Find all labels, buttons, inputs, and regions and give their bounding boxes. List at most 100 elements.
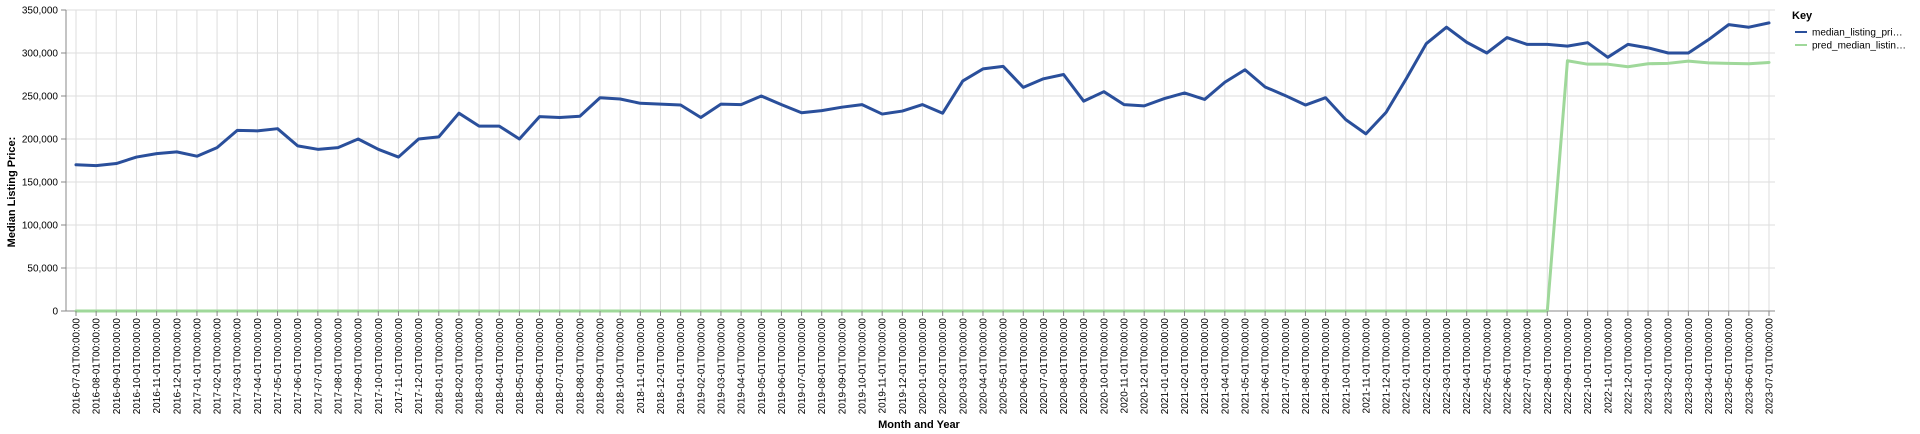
gridlines: [66, 9, 1775, 312]
x-tick-label: 2019-11-01T00:00:00: [878, 318, 889, 414]
x-tick-label: 2019-06-01T00:00:00: [777, 318, 788, 415]
x-tick-label: 2020-12-01T00:00:00: [1140, 318, 1151, 415]
x-tick-label: 2018-02-01T00:00:00: [454, 318, 465, 415]
legend: Key median_listing_pri… pred_median_listi…: [1792, 10, 1906, 52]
x-tick-label: 2023-02-01T00:00:00: [1664, 318, 1675, 415]
x-tick-label: 2022-10-01T00:00:00: [1583, 318, 1594, 415]
x-tick-label: 2016-11-01T00:00:00: [152, 318, 163, 414]
x-tick-label: 2022-04-01T00:00:00: [1462, 318, 1473, 415]
x-tick-label: 2018-09-01T00:00:00: [596, 318, 607, 415]
x-tick-label: 2022-09-01T00:00:00: [1563, 318, 1574, 415]
x-tick-label: 2022-02-01T00:00:00: [1422, 318, 1433, 415]
x-tick-label: 2021-08-01T00:00:00: [1301, 318, 1312, 415]
x-axis-ticks: 2016-07-01T00:00:00 2016-08-01T00:00:00 20…: [72, 311, 1776, 414]
axes: [65, 10, 1775, 312]
y-tick-label: 200,000: [22, 135, 59, 146]
x-tick-label: 2017-08-01T00:00:00: [334, 318, 345, 415]
x-tick-label: 2022-01-01T00:00:00: [1402, 318, 1413, 415]
x-tick-label: 2022-07-01T00:00:00: [1523, 318, 1534, 415]
x-tick-label: 2018-11-01T00:00:00: [636, 318, 647, 414]
x-tick-label: 2022-05-01T00:00:00: [1482, 318, 1493, 415]
x-tick-label: 2017-05-01T00:00:00: [273, 318, 284, 415]
x-tick-label: 2021-12-01T00:00:00: [1382, 318, 1393, 415]
x-tick-label: 2022-03-01T00:00:00: [1442, 318, 1453, 415]
x-tick-label: 2019-03-01T00:00:00: [716, 318, 727, 415]
x-tick-label: 2017-06-01T00:00:00: [293, 318, 304, 415]
x-tick-label: 2021-10-01T00:00:00: [1341, 318, 1352, 415]
x-tick-label: 2019-09-01T00:00:00: [837, 318, 848, 415]
x-tick-label: 2021-06-01T00:00:00: [1261, 318, 1272, 415]
x-tick-label: 2018-06-01T00:00:00: [535, 318, 546, 415]
x-tick-label: 2017-10-01T00:00:00: [374, 318, 385, 415]
y-tick-label: 300,000: [22, 49, 59, 60]
x-tick-label: 2020-06-01T00:00:00: [1019, 318, 1030, 415]
x-tick-label: 2017-11-01T00:00:00: [394, 318, 405, 414]
x-tick-label: 2018-07-01T00:00:00: [555, 318, 566, 415]
x-tick-label: 2017-12-01T00:00:00: [414, 318, 425, 415]
x-axis-title: Month and Year: [878, 419, 960, 431]
x-tick-label: 2016-07-01T00:00:00: [72, 318, 83, 415]
x-tick-label: 2023-05-01T00:00:00: [1724, 318, 1735, 415]
x-tick-label: 2022-11-01T00:00:00: [1603, 318, 1614, 414]
x-tick-label: 2022-06-01T00:00:00: [1502, 318, 1513, 415]
x-tick-label: 2020-01-01T00:00:00: [918, 318, 929, 415]
x-tick-label: 2018-10-01T00:00:00: [616, 318, 627, 415]
x-tick-label: 2019-01-01T00:00:00: [676, 318, 687, 415]
x-tick-label: 2020-10-01T00:00:00: [1099, 318, 1110, 415]
x-tick-label: 2018-08-01T00:00:00: [575, 318, 586, 415]
x-tick-label: 2018-04-01T00:00:00: [495, 318, 506, 415]
x-tick-label: 2017-03-01T00:00:00: [233, 318, 244, 415]
x-tick-label: 2018-12-01T00:00:00: [656, 318, 667, 415]
y-tick-label: 0: [52, 307, 58, 318]
x-tick-label: 2017-01-01T00:00:00: [192, 318, 203, 415]
y-axis-ticks: 0 50,000 100,000 150,000 200,000 250,000 300,0…: [22, 6, 66, 318]
x-tick-label: 2023-07-01T00:00:00: [1765, 318, 1776, 415]
legend-title: Key: [1792, 10, 1813, 22]
x-tick-label: 2016-10-01T00:00:00: [132, 318, 143, 415]
y-tick-label: 50,000: [27, 264, 58, 275]
legend-label: median_listing_pri…: [1812, 28, 1903, 39]
x-tick-label: 2019-05-01T00:00:00: [757, 318, 768, 415]
x-tick-label: 2023-01-01T00:00:00: [1644, 318, 1655, 415]
x-tick-label: 2018-03-01T00:00:00: [475, 318, 486, 415]
x-tick-label: 2017-09-01T00:00:00: [354, 318, 365, 415]
x-tick-label: 2020-08-01T00:00:00: [1059, 318, 1070, 415]
x-tick-label: 2016-12-01T00:00:00: [172, 318, 183, 415]
x-tick-label: 2021-07-01T00:00:00: [1281, 318, 1292, 415]
x-tick-label: 2020-03-01T00:00:00: [958, 318, 969, 415]
y-tick-label: 100,000: [22, 221, 59, 232]
x-tick-label: 2020-11-01T00:00:00: [1120, 318, 1131, 414]
x-tick-label: 2020-02-01T00:00:00: [938, 318, 949, 415]
legend-label: pred_median_listin…: [1812, 41, 1906, 52]
x-tick-label: 2018-05-01T00:00:00: [515, 318, 526, 415]
x-tick-label: 2020-09-01T00:00:00: [1079, 318, 1090, 415]
x-tick-label: 2019-04-01T00:00:00: [737, 318, 748, 415]
x-tick-label: 2023-04-01T00:00:00: [1704, 318, 1715, 415]
x-tick-label: 2020-07-01T00:00:00: [1039, 318, 1050, 415]
x-tick-label: 2021-09-01T00:00:00: [1321, 318, 1332, 415]
x-tick-label: 2021-04-01T00:00:00: [1220, 318, 1231, 415]
x-tick-label: 2021-02-01T00:00:00: [1180, 318, 1191, 415]
series-line-0: [74, 21, 1771, 168]
x-tick-label: 2020-05-01T00:00:00: [999, 318, 1010, 415]
x-tick-label: 2017-07-01T00:00:00: [313, 318, 324, 415]
x-tick-label: 2021-03-01T00:00:00: [1200, 318, 1211, 415]
y-axis-title: Median Listing Price:: [6, 137, 18, 248]
x-tick-label: 2021-11-01T00:00:00: [1361, 318, 1372, 414]
y-tick-label: 250,000: [22, 92, 59, 103]
y-tick-label: 150,000: [22, 178, 59, 189]
x-tick-label: 2022-12-01T00:00:00: [1623, 318, 1634, 415]
x-tick-label: 2019-10-01T00:00:00: [858, 318, 869, 415]
x-tick-label: 2023-06-01T00:00:00: [1744, 318, 1755, 415]
x-tick-label: 2020-04-01T00:00:00: [978, 318, 989, 415]
x-tick-label: 2021-01-01T00:00:00: [1160, 318, 1171, 415]
y-tick-label: 350,000: [22, 6, 59, 17]
x-tick-label: 2019-02-01T00:00:00: [696, 318, 707, 415]
x-tick-label: 2023-03-01T00:00:00: [1684, 318, 1695, 415]
x-tick-label: 2022-08-01T00:00:00: [1543, 318, 1554, 415]
x-tick-label: 2019-12-01T00:00:00: [898, 318, 909, 415]
x-tick-label: 2021-05-01T00:00:00: [1240, 318, 1251, 415]
x-tick-label: 2016-08-01T00:00:00: [92, 318, 103, 415]
